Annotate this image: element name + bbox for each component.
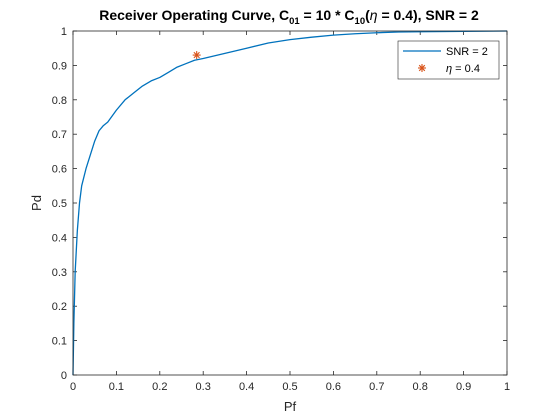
x-tick-label: 0.1 [109, 381, 124, 393]
x-tick-label: 0.7 [369, 381, 384, 393]
legend-star-icon [418, 64, 426, 72]
x-tick-label: 0.8 [413, 381, 428, 393]
roc-curve-line [72, 30, 508, 376]
eta-operating-point-marker [192, 51, 201, 60]
y-tick-label: 0.2 [52, 301, 67, 313]
legend-series-label: SNR = 2 [446, 46, 488, 58]
legend-marker-swatch [418, 64, 426, 72]
y-tick-label: 0 [61, 370, 67, 382]
plot-area [73, 31, 507, 375]
y-tick-label: 0.3 [52, 267, 67, 279]
x-tick-label: 0 [70, 381, 76, 393]
x-axis-label: Pf [284, 399, 297, 414]
y-tick-label: 0.9 [52, 60, 67, 72]
y-tick-label: 0.5 [52, 198, 67, 210]
chart-title: Receiver Operating Curve, C01 = 10 * C10… [99, 7, 479, 27]
plot-border [72, 30, 508, 376]
x-tick-label: 0.3 [196, 381, 211, 393]
y-tick-label: 0.4 [52, 232, 67, 244]
legend-marker-label: η = 0.4 [446, 63, 480, 75]
x-tick-label: 0.6 [326, 381, 341, 393]
title-part-d: = 0.4), SNR = 2 [378, 7, 479, 23]
ticks-layer: 0 0.1 0.2 0.3 0.4 0.5 0.6 0.7 0.8 0.9 1 0 0.1 0.2 0.3 0… [52, 26, 510, 393]
x-tick-label: 0.4 [239, 381, 254, 393]
legend: SNR = 2 η = 0.4 [397, 40, 500, 80]
y-tick-label: 0.8 [52, 95, 67, 107]
y-tick-label: 0.1 [52, 336, 67, 348]
title-subscript-a: 01 [289, 16, 300, 27]
series-layer [72, 30, 508, 376]
title-part-a: Receiver Operating Curve, C [99, 7, 289, 23]
legend-box [397, 40, 500, 80]
x-tick-label: 0.5 [282, 381, 297, 393]
legend-eta-value: = 0.4 [452, 63, 480, 75]
title-subscript-b: 10 [355, 16, 366, 27]
x-tick-label: 1 [504, 381, 510, 393]
title-part-c: ( [365, 7, 370, 23]
legend-eta: η [446, 63, 452, 75]
y-tick-label: 1 [61, 26, 67, 38]
title-part-b: = 10 * C [300, 7, 355, 23]
y-axis-label: Pd [29, 195, 44, 211]
y-tick-label: 0.6 [52, 164, 67, 176]
x-tick-label: 0.9 [456, 381, 471, 393]
x-tick-label: 0.2 [152, 381, 167, 393]
title-eta: η [370, 7, 378, 23]
y-tick-label: 0.7 [52, 129, 67, 141]
